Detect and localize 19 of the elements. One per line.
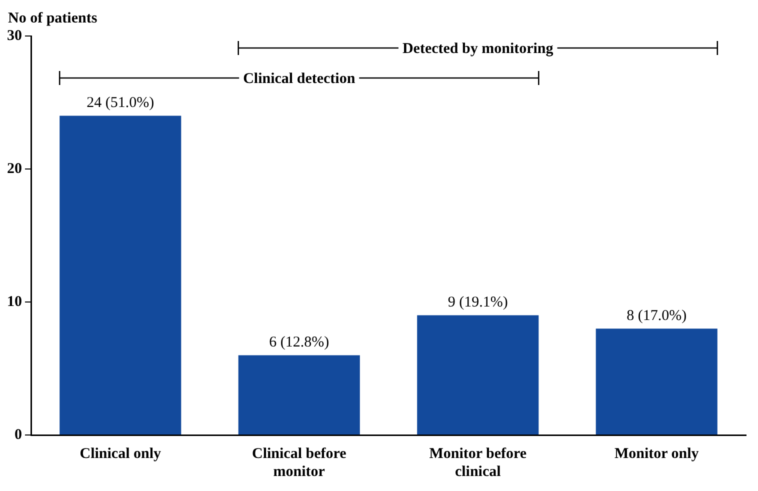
data-label: 9 (19.1%) — [448, 294, 508, 311]
annotation: Detected by monitoring — [402, 40, 554, 57]
x-tick-label: Clinical before monitor — [252, 446, 347, 480]
y-tick-label: 20 — [7, 160, 22, 177]
bar — [60, 116, 182, 434]
y-tick-label: 30 — [7, 28, 22, 44]
annotation: Clinical detection — [243, 70, 356, 87]
bar — [238, 355, 360, 434]
y-tick-label: 0 — [14, 426, 22, 443]
bar — [596, 328, 718, 434]
data-label: 8 (17.0%) — [626, 308, 687, 324]
data-label: 6 (12.8%) — [269, 334, 330, 351]
bar — [417, 315, 539, 434]
x-tick-label: Monitor only — [614, 446, 700, 462]
x-tick-label: Monitor before clinical — [429, 446, 527, 480]
y-axis-title: No of patients — [8, 10, 98, 26]
y-tick-label: 10 — [7, 294, 22, 310]
data-label: 24 (51.0%) — [86, 95, 154, 112]
x-tick-label: Clinical only — [80, 446, 162, 462]
